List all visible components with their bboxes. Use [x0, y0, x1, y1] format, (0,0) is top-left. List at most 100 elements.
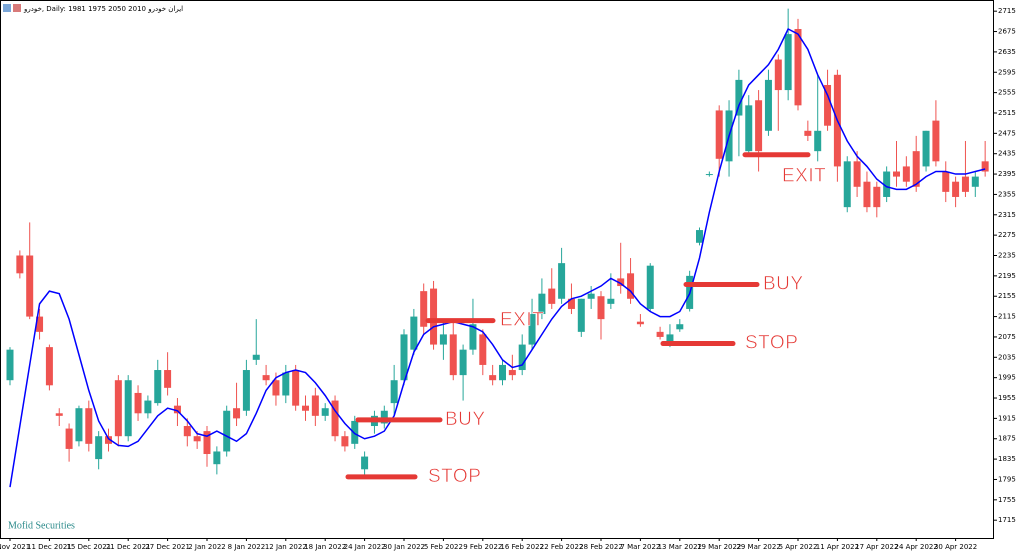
- candle-body: [36, 316, 44, 332]
- x-tick-label: 17 Apr 2022: [855, 543, 898, 551]
- candle-body: [567, 298, 575, 309]
- y-tick-label: 2715: [998, 7, 1016, 15]
- candle-body: [114, 380, 122, 437]
- annotation-label: STOP: [745, 333, 798, 354]
- candle-body: [617, 278, 625, 287]
- candle-body: [193, 436, 201, 442]
- candle-body: [538, 293, 546, 315]
- candle-body: [607, 298, 615, 304]
- candle-body: [705, 174, 713, 176]
- candle-body: [676, 324, 684, 330]
- x-tick-label: 30 Apr 2022: [934, 543, 977, 551]
- candle-body: [893, 171, 900, 177]
- candle-body: [331, 400, 339, 437]
- candle-body: [764, 79, 772, 131]
- x-tick-label: 28 Feb 2022: [579, 543, 623, 551]
- candle-body: [85, 408, 93, 444]
- candle-body: [459, 349, 467, 376]
- candle-body: [646, 265, 654, 309]
- candle-body: [735, 79, 743, 116]
- x-tick-label: 24 Jan 2022: [344, 543, 386, 551]
- y-tick-label: 1835: [998, 455, 1016, 463]
- x-tick-label: 2 Jan 2022: [188, 543, 226, 551]
- y-tick-label: 2235: [998, 252, 1016, 260]
- candle-body: [932, 120, 940, 162]
- y-tick-label: 1955: [998, 394, 1016, 402]
- candle-body: [577, 298, 585, 332]
- candle-body: [75, 408, 83, 442]
- x-tick-label: 30 Jan 2022: [383, 543, 425, 551]
- candle-body: [804, 130, 812, 136]
- candle-body: [321, 408, 329, 416]
- candle-body: [981, 161, 989, 172]
- candle-body: [774, 59, 782, 91]
- y-tick-label: 1995: [998, 374, 1016, 382]
- annotation-label: BUY: [445, 409, 486, 430]
- y-tick-label: 2035: [998, 353, 1016, 361]
- y-tick-label: 2635: [998, 48, 1016, 56]
- candle-body: [154, 370, 162, 404]
- candle-body: [824, 84, 832, 126]
- candle-body: [922, 130, 930, 167]
- candle-body: [351, 420, 359, 444]
- y-tick-label: 2395: [998, 170, 1016, 178]
- y-tick-label: 2195: [998, 272, 1016, 280]
- candle-body: [912, 151, 920, 187]
- candle-body: [587, 293, 595, 299]
- candle-body: [203, 431, 211, 455]
- candle-body: [292, 370, 300, 406]
- candle-body: [755, 100, 763, 152]
- candle-body: [449, 334, 457, 376]
- y-tick-label: 1875: [998, 435, 1016, 443]
- x-tick-label: 11 Apr 2022: [816, 543, 859, 551]
- candle-body: [696, 230, 703, 243]
- candle-body: [272, 380, 280, 396]
- candle-body: [390, 380, 398, 404]
- annotation-label: EXIT: [782, 166, 826, 187]
- annotation-label: STOP: [428, 466, 481, 487]
- x-tick-label: 13 Mar 2022: [658, 543, 702, 551]
- candle-body: [971, 176, 979, 187]
- candle-body: [242, 370, 250, 411]
- candle-body: [400, 334, 408, 381]
- x-tick-label: 16 Feb 2022: [500, 543, 544, 551]
- y-tick-label: 2355: [998, 190, 1016, 198]
- candle-body: [597, 296, 605, 320]
- candle-body: [420, 291, 428, 327]
- candle-body: [55, 413, 63, 416]
- candle-body: [627, 273, 635, 299]
- candle-body: [853, 161, 861, 187]
- y-tick-label: 2075: [998, 333, 1016, 341]
- candle-body: [715, 110, 723, 159]
- candle-body: [6, 349, 14, 381]
- candle-body: [528, 314, 536, 345]
- candle-body: [311, 395, 319, 416]
- candle-body: [183, 426, 191, 437]
- x-tick-label: 29 Mar 2022: [736, 543, 780, 551]
- y-tick-label: 2435: [998, 150, 1016, 158]
- moving-average: [9, 27, 986, 488]
- candle-body: [873, 186, 881, 208]
- candle-body: [380, 410, 388, 424]
- candle-body: [134, 392, 142, 414]
- x-tick-label: 11 Dec 2021: [27, 543, 72, 551]
- candle-body: [489, 375, 497, 381]
- candle-body: [282, 372, 290, 396]
- footer: Mofid Securities: [8, 520, 75, 531]
- candle-body: [164, 370, 172, 388]
- candle-body: [518, 344, 526, 371]
- candle-body: [223, 410, 231, 452]
- candle-body: [95, 436, 103, 460]
- x-tick-label: 5 Feb 2022: [424, 543, 463, 551]
- y-tick-label: 1755: [998, 496, 1016, 504]
- candle-body: [843, 161, 851, 208]
- x-tick-label: 21 Dec 2021: [106, 543, 151, 551]
- candle-body: [144, 400, 152, 414]
- y-tick-label: 1915: [998, 414, 1016, 422]
- y-tick-label: 2155: [998, 292, 1016, 300]
- candle-body: [499, 364, 506, 381]
- y-tick-label: 2595: [998, 68, 1016, 76]
